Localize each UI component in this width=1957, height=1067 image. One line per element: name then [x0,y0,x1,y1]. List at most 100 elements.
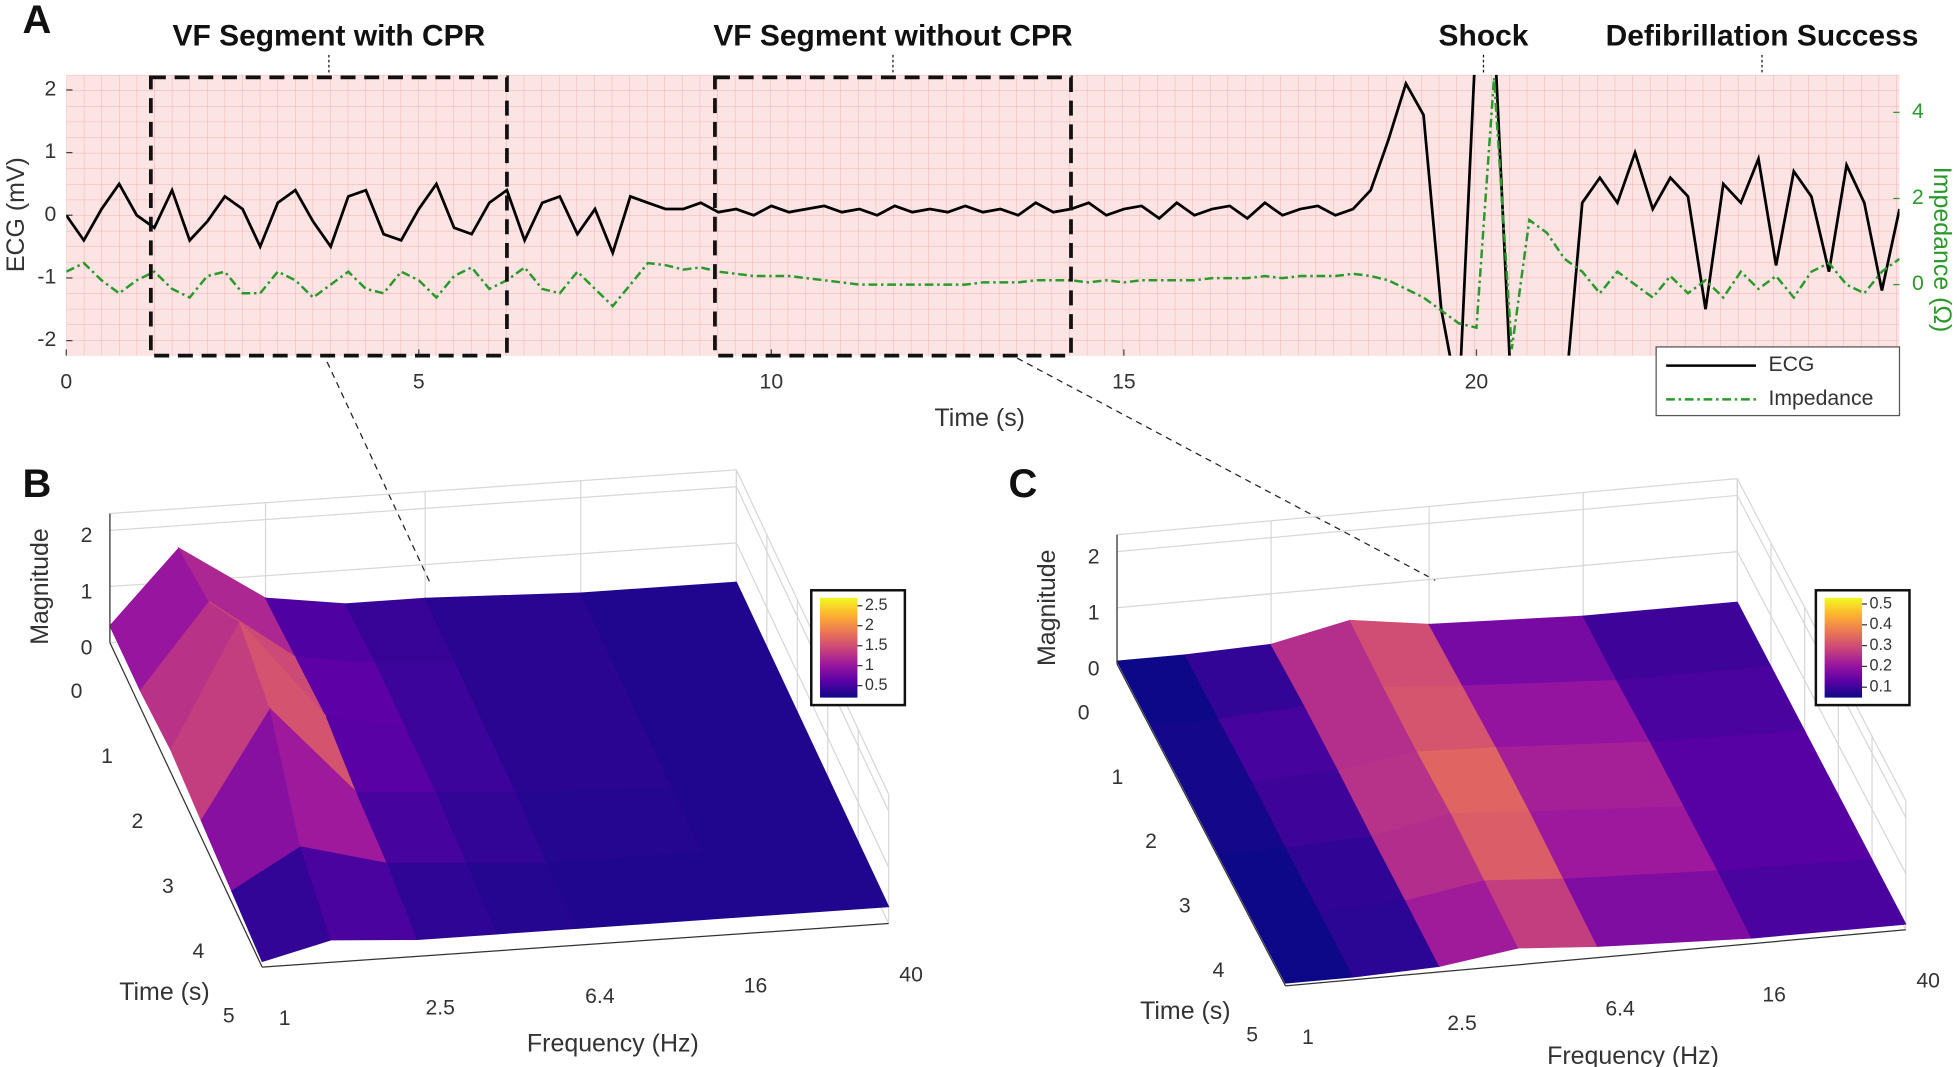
y-tick-label: 0 [71,680,83,703]
x-tick-label: 6.4 [1605,998,1635,1021]
y-tick-label: 0 [44,203,56,226]
axis-line [1116,663,1287,987]
y-axis-label: Time (s) [119,978,209,1006]
colorbar-tick-label: 1 [865,656,874,674]
z-tick-label: 2 [81,524,93,547]
series-line [66,77,1900,350]
axis-grid [109,486,737,532]
surface-patch [515,787,704,864]
x-tick-label: 15 [1112,371,1136,394]
segment-label: VF Segment with CPR [173,19,486,52]
axis-grid [1116,494,1738,553]
axis-line [1285,929,1906,987]
y2-tick-label: 0 [1912,272,1924,295]
y-tick-label: 0 [1078,701,1090,724]
colorbar-tick-label: 0.5 [865,676,888,694]
y-tick-label: 3 [162,875,174,898]
z-tick-label: 0 [81,637,93,660]
surface-patch [1649,730,1840,807]
surface-patch [1616,666,1806,743]
y-tick-label: 2 [44,78,56,101]
x-tick-label: 5 [413,371,425,394]
x-tick-label: 1 [1302,1026,1314,1049]
marker-label: Shock [1439,19,1529,52]
surface-patch [610,646,799,724]
marker-label: Defibrillation Success [1606,19,1919,52]
axis-line [109,642,263,968]
colorbar-tick-label: 0.2 [1870,657,1893,675]
colorbar-tick-label: 2 [865,616,874,634]
y-tick-label: 4 [1213,959,1225,982]
surface-patch [546,852,734,929]
x-tick-label: 1 [279,1007,291,1030]
x-tick-label: 40 [899,964,923,987]
zoom-line [326,361,432,585]
y-tick-label: 1 [44,140,56,163]
colorbar-tick-label: 1.5 [865,636,888,654]
x-tick-label: 16 [744,974,768,997]
y-tick-label: 3 [1179,895,1191,918]
y-tick-label: -1 [37,266,56,289]
surface-patch [1717,859,1907,939]
y-tick-label: 5 [223,1005,235,1028]
colorbar [1824,597,1863,698]
x-tick-label: 40 [1916,970,1940,993]
z-axis-label: Magnitude [1033,550,1061,666]
axis-grid [1116,550,1738,609]
segment-box [148,75,509,358]
series-line [66,74,1900,356]
y-axis-label: ECG (mV) [2,157,30,272]
colorbar-tick-label: 0.5 [1870,594,1893,612]
y-axis-label: Time (s) [1140,997,1230,1025]
plot-area [66,74,1900,356]
z-tick-label: 2 [1088,545,1100,568]
y-tick-label: 1 [101,745,113,768]
x-axis-label: Frequency (Hz) [527,1030,699,1058]
panel-label: B [23,462,52,506]
legend-label: Impedance [1768,387,1873,410]
panel-label: C [1008,462,1037,506]
y-tick-label: 1 [1111,766,1123,789]
x-axis-label: Time (s) [934,404,1024,432]
colorbar [820,597,858,698]
x-tick-label: 20 [1465,371,1489,394]
zoom-line [1016,357,1436,581]
x-tick-label: 10 [760,371,784,394]
x-tick-label: 16 [1762,984,1786,1007]
surface-patch [701,841,890,919]
x-tick-label: 2.5 [1447,1012,1476,1035]
segment-box [713,75,1073,358]
axis-grid [109,469,737,515]
legend-label: ECG [1768,353,1814,376]
y-tick-label: 4 [192,940,204,963]
surface-patch [424,592,613,664]
colorbar-tick-label: 2.5 [865,596,888,614]
x-tick-label: 2.5 [426,996,455,1019]
x-tick-label: 0 [60,371,72,394]
axis-grid [1736,551,1907,874]
y-tick-label: -2 [37,328,56,351]
x-axis-label: Frequency (Hz) [1547,1042,1719,1067]
colorbar-tick-label: 0.3 [1870,636,1893,654]
z-tick-label: 1 [81,580,93,603]
y-tick-label: 5 [1246,1023,1258,1046]
colorbar-tick-label: 0.4 [1870,615,1893,633]
y2-tick-label: 2 [1912,186,1924,209]
surface-patch [640,711,829,789]
surface-patch [1683,794,1873,872]
legend-box [1655,346,1901,417]
panel-label: A [23,0,52,42]
surface-patch [485,722,673,794]
y2-tick-label: 4 [1912,100,1924,123]
z-axis-label: Magnitude [26,528,54,644]
z-tick-label: 0 [1088,658,1100,681]
surface-patch [580,581,768,659]
y-tick-label: 2 [132,810,144,833]
segment-label: VF Segment without CPR [713,19,1072,52]
y-tick-label: 2 [1145,830,1157,853]
y2-axis-label: Impedance (Ω) [1928,167,1956,333]
x-tick-label: 6.4 [585,985,615,1008]
axis-grid [1116,477,1738,536]
